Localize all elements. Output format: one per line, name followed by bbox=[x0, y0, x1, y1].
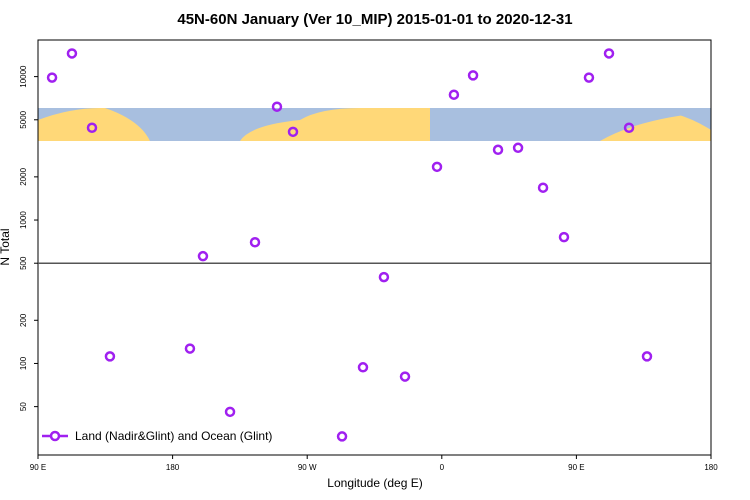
point bbox=[641, 351, 653, 362]
point bbox=[86, 122, 98, 133]
point bbox=[399, 371, 411, 382]
legend-marker bbox=[49, 430, 61, 442]
y-tick-label: 1000 bbox=[19, 211, 28, 229]
x-tick-label: 0 bbox=[440, 463, 445, 472]
point bbox=[336, 431, 348, 442]
point bbox=[623, 122, 635, 133]
y-axis-label: N Total bbox=[0, 228, 12, 265]
point bbox=[378, 271, 390, 283]
point bbox=[66, 48, 78, 59]
x-tick-label: 180 bbox=[704, 463, 718, 472]
point bbox=[184, 343, 196, 354]
y-tick-label: 200 bbox=[19, 313, 28, 327]
legend-label: Land (Nadir&Glint) and Ocean (Glint) bbox=[75, 429, 272, 443]
x-tick-label: 90 W bbox=[298, 463, 317, 472]
x-tick-label: 180 bbox=[166, 463, 180, 472]
point bbox=[492, 144, 504, 156]
y-tick-label: 5000 bbox=[19, 110, 28, 128]
y-tick-label: 2000 bbox=[19, 167, 28, 185]
point bbox=[224, 406, 236, 418]
point bbox=[603, 48, 615, 59]
point bbox=[583, 72, 595, 83]
x-tick-label: 90 E bbox=[568, 463, 584, 472]
y-tick-label: 10000 bbox=[19, 65, 28, 88]
point bbox=[357, 362, 369, 373]
y-tick-label: 100 bbox=[19, 356, 28, 370]
point bbox=[448, 89, 460, 100]
point bbox=[467, 70, 479, 81]
map-ocean bbox=[105, 108, 711, 141]
x-axis-label: Longitude (deg E) bbox=[327, 476, 422, 490]
chart-title: 45N-60N January (Ver 10_MIP) 2015-01-01 … bbox=[177, 11, 572, 28]
point bbox=[537, 182, 549, 193]
point bbox=[104, 351, 116, 362]
point bbox=[431, 161, 443, 173]
point bbox=[558, 231, 570, 243]
y-tick-label: 50 bbox=[19, 402, 28, 411]
point bbox=[287, 126, 299, 138]
point bbox=[249, 237, 261, 248]
y-tick-label: 500 bbox=[19, 256, 28, 270]
plot-frame bbox=[37, 39, 712, 456]
point bbox=[512, 142, 524, 154]
x-tick-label: 90 E bbox=[30, 463, 46, 472]
point bbox=[197, 250, 209, 262]
point bbox=[271, 101, 283, 112]
point bbox=[46, 72, 58, 83]
